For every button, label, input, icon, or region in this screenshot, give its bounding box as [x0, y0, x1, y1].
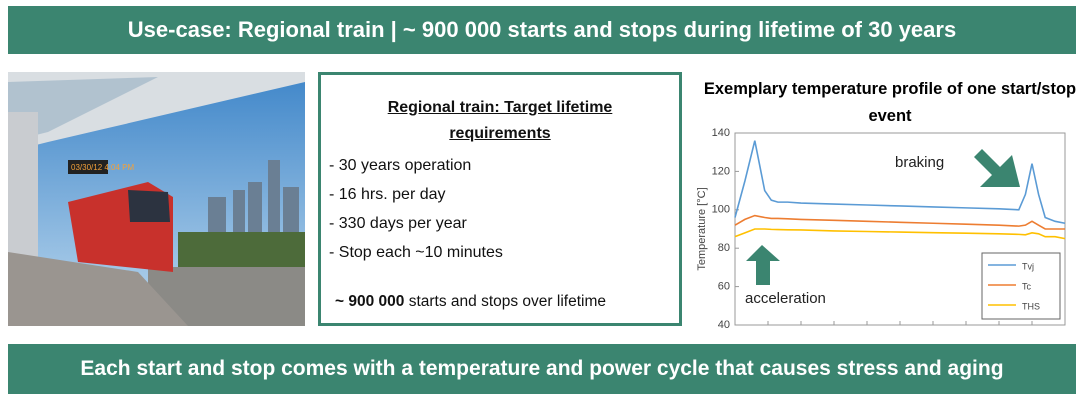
requirement-item: 30 years operation	[329, 151, 679, 180]
footer-text: starts and stops over lifetime	[404, 293, 606, 310]
requirement-item: 16 hrs. per day	[329, 180, 679, 209]
y-tick-label: 60	[718, 281, 730, 293]
footer-title: Each start and stop comes with a tempera…	[80, 357, 1004, 380]
train-photo: 03/30/12 4:04 PM	[8, 72, 305, 326]
box-title: Regional train: Target lifetime requirem…	[387, 99, 613, 142]
legend-label: Tc	[1022, 281, 1032, 291]
y-axis-label: Temperature [°C]	[696, 187, 708, 270]
requirements-list: 30 years operation16 hrs. per day330 day…	[321, 151, 679, 267]
requirement-item: 330 days per year	[329, 209, 679, 238]
y-tick-label: 40	[718, 319, 730, 331]
series-line	[734, 214, 1065, 230]
requirements-box: Regional train: Target lifetime requirem…	[318, 72, 682, 326]
braking-arrow	[974, 149, 1020, 187]
box-footer: ~ 900 000 starts and stops over lifetime	[335, 293, 606, 311]
annotation: acceleration	[745, 290, 826, 307]
chart: 40 60 80 100 120 140 Temperature [°C] Tvj Tc THS b…	[696, 127, 1066, 331]
requirement-item: Stop each ~10 minutes	[329, 238, 679, 267]
series-line	[734, 140, 1066, 225]
series-line	[734, 228, 1066, 240]
footer-banner: Each start and stop comes with a tempera…	[8, 344, 1076, 394]
legend-label: THS	[1022, 301, 1040, 311]
footer-emphasis: ~ 900 000	[335, 293, 405, 310]
legend-box	[981, 252, 1061, 320]
y-tick-label: 140	[712, 127, 730, 139]
header-title: Use-case: Regional train | ~ 900 000 sta…	[127, 17, 957, 42]
legend-label: Tvj	[1022, 261, 1034, 271]
header-banner: Use-case: Regional train | ~ 900 000 sta…	[8, 6, 1076, 54]
annotation: braking	[895, 154, 944, 171]
y-tick-label: 80	[718, 242, 730, 254]
y-tick-label: 100	[712, 204, 730, 216]
acceleration-arrow	[746, 245, 780, 285]
chart-title: Exemplary temperature profile of one sta…	[703, 80, 1077, 125]
y-tick-label: 120	[712, 165, 730, 177]
svg-text:03/30/12 4:04 PM: 03/30/12 4:04 PM	[71, 163, 134, 172]
